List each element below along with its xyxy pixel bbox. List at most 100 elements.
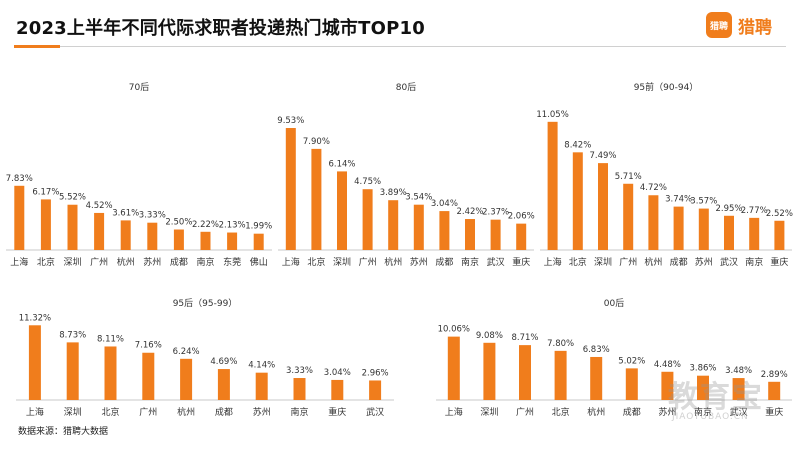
category-label: 深圳 xyxy=(594,257,612,268)
category-label: 成都 xyxy=(170,256,188,268)
data-source-note: 数据来源：猎聘大数据 xyxy=(18,427,109,437)
chart-bar xyxy=(173,229,184,250)
bar-value-label: 7.80% xyxy=(547,339,574,349)
bar-value-label: 4.14% xyxy=(248,361,275,371)
bar-value-label: 8.73% xyxy=(59,330,86,340)
category-label: 上海 xyxy=(544,256,562,268)
bar-value-label: 3.04% xyxy=(431,199,458,209)
title-accent-bar xyxy=(14,45,60,48)
chart-bar xyxy=(362,189,373,250)
category-label: 苏州 xyxy=(410,256,428,268)
bar-value-label: 6.17% xyxy=(32,187,59,197)
category-label: 北京 xyxy=(37,256,55,268)
category-label: 北京 xyxy=(569,256,587,268)
bar-value-label: 4.75% xyxy=(354,177,381,187)
bar-value-label: 3.54% xyxy=(405,193,432,203)
category-label: 成都 xyxy=(435,256,453,268)
bar-value-label: 2.89% xyxy=(761,370,788,380)
category-label: 重庆 xyxy=(512,256,530,268)
category-label: 杭州 xyxy=(177,406,195,418)
bar-value-label: 3.86% xyxy=(689,364,716,374)
chart-bar xyxy=(40,199,51,250)
chart-bar xyxy=(623,183,634,250)
chart-bar xyxy=(516,223,527,250)
bar-value-label: 6.83% xyxy=(583,345,610,355)
chart-bar xyxy=(180,358,193,400)
category-label: 北京 xyxy=(552,406,570,418)
chart-bar xyxy=(768,381,781,400)
bar-value-label: 11.05% xyxy=(536,110,568,120)
chart-bar xyxy=(293,378,306,400)
category-label: 佛山 xyxy=(250,256,268,268)
bar-value-label: 11.32% xyxy=(19,313,51,323)
category-label: 东莞 xyxy=(223,256,241,268)
category-label: 成都 xyxy=(215,406,233,418)
chart-bar xyxy=(749,217,760,250)
bar-value-label: 10.06% xyxy=(438,325,470,335)
category-label: 南京 xyxy=(290,406,308,418)
category-label: 苏州 xyxy=(143,256,161,268)
category-label: 上海 xyxy=(10,256,28,268)
chart-bar xyxy=(648,195,659,250)
chart-bar xyxy=(554,350,567,400)
category-label: 成都 xyxy=(623,406,641,418)
category-label: 上海 xyxy=(26,406,44,418)
bar-value-label: 7.49% xyxy=(589,151,616,161)
bar-value-label: 8.42% xyxy=(564,140,591,150)
chart-title: 95前（90-94） xyxy=(634,81,699,93)
title-divider xyxy=(14,46,786,47)
category-label: 南京 xyxy=(461,256,479,268)
category-label: 杭州 xyxy=(644,256,662,268)
category-label: 上海 xyxy=(445,406,463,418)
bar-value-label: 4.69% xyxy=(210,357,237,367)
chart-bar xyxy=(625,368,638,400)
chart-bar xyxy=(337,171,347,250)
category-label: 南京 xyxy=(196,256,214,268)
category-label: 杭州 xyxy=(117,256,135,268)
category-label: 武汉 xyxy=(720,256,738,268)
category-label: 重庆 xyxy=(328,406,346,418)
chart-bar xyxy=(67,204,78,250)
bar-value-label: 7.16% xyxy=(135,341,162,351)
category-label: 杭州 xyxy=(587,406,605,418)
category-label: 深圳 xyxy=(480,407,498,418)
category-label: 南京 xyxy=(745,256,763,268)
watermark: 教育宝 xyxy=(668,380,764,415)
bar-value-label: 3.33% xyxy=(139,211,166,221)
chart-bar xyxy=(598,163,608,250)
bar-value-label: 2.06% xyxy=(508,212,535,222)
chart-bar xyxy=(28,325,41,400)
bar-value-label: 5.02% xyxy=(618,356,645,366)
chart-title: 00后 xyxy=(604,298,624,309)
category-label: 杭州 xyxy=(384,256,402,268)
category-label: 重庆 xyxy=(770,256,788,268)
bar-value-label: 3.33% xyxy=(286,366,313,376)
logo-text: 猎聘 xyxy=(738,17,772,38)
bar-value-label: 3.74% xyxy=(665,195,692,205)
bar-value-label: 3.57% xyxy=(690,197,717,207)
category-label: 武汉 xyxy=(487,256,505,268)
chart-bar xyxy=(483,342,496,400)
category-label: 深圳 xyxy=(333,257,351,268)
chart-bar xyxy=(572,152,583,250)
bar-value-label: 5.52% xyxy=(59,193,86,203)
bar-value-label: 7.83% xyxy=(6,174,33,184)
chart-bar xyxy=(66,342,79,400)
chart-bar xyxy=(388,200,399,250)
category-label: 广州 xyxy=(90,256,108,268)
chart-bar xyxy=(255,372,268,400)
chart-bar xyxy=(142,352,155,400)
bar-value-label: 3.04% xyxy=(324,368,351,378)
chart-bar xyxy=(774,220,785,250)
bar-value-label: 2.37% xyxy=(482,208,509,218)
category-label: 广州 xyxy=(359,256,377,268)
category-label: 武汉 xyxy=(366,406,384,418)
category-label: 苏州 xyxy=(695,256,713,268)
chart-bar xyxy=(217,369,230,400)
chart-bar xyxy=(311,148,322,250)
chart-bar xyxy=(285,128,296,250)
chart-bar xyxy=(697,375,709,400)
chart-bar xyxy=(227,232,238,250)
chart-bar xyxy=(490,219,501,250)
